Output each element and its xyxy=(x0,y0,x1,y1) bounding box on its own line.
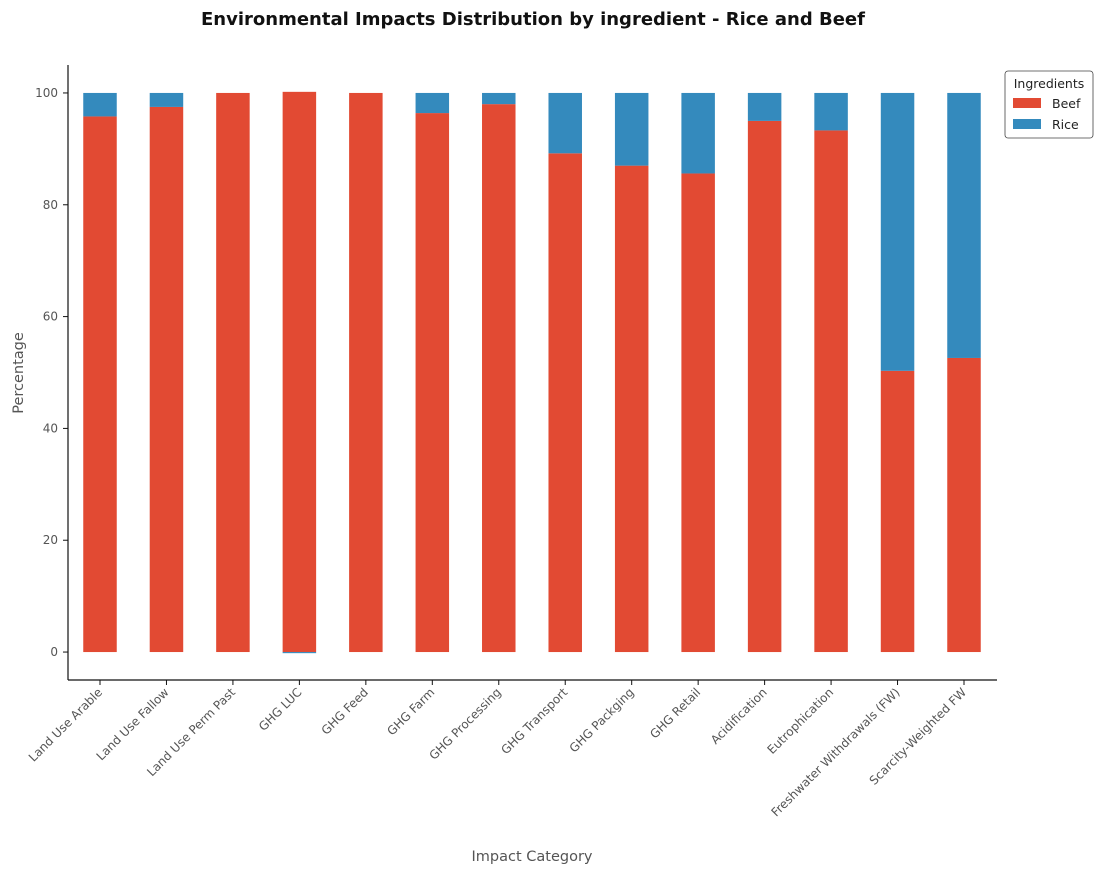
bar-rice-13 xyxy=(947,92,981,358)
x-tick-label: GHG Retail xyxy=(647,685,703,741)
y-tick-label: 80 xyxy=(43,198,58,212)
bar-beef-2 xyxy=(216,92,250,653)
bar-beef-5 xyxy=(415,113,450,653)
x-tick-label: GHG Transport xyxy=(498,685,570,757)
chart-title: Environmental Impacts Distribution by in… xyxy=(201,9,865,30)
legend-label-rice: Rice xyxy=(1052,117,1079,132)
bar-rice-1 xyxy=(149,92,184,107)
bar-beef-0 xyxy=(83,116,117,653)
plot-area xyxy=(83,91,981,654)
bar-beef-4 xyxy=(349,92,383,653)
y-tick-label: 100 xyxy=(35,86,58,100)
x-tick-label: GHG Farm xyxy=(384,685,437,738)
bar-rice-9 xyxy=(681,92,715,174)
bar-rice-8 xyxy=(614,92,649,166)
x-tick-label: Freshwater Withdrawals (FW) xyxy=(768,685,902,819)
bar-rice-5 xyxy=(415,92,450,114)
legend: Ingredients Beef Rice xyxy=(1004,70,1094,139)
bar-beef-1 xyxy=(149,106,184,653)
x-tick-label: GHG LUC xyxy=(256,685,305,734)
y-tick-label: 40 xyxy=(43,421,58,435)
bar-beef-3 xyxy=(282,91,317,653)
y-tick-label: 20 xyxy=(43,533,58,547)
bar-beef-12 xyxy=(880,370,915,653)
bar-rice-0 xyxy=(83,92,117,117)
x-tick-label: GHG Processing xyxy=(426,685,503,762)
bar-beef-13 xyxy=(947,357,981,653)
bar-rice-11 xyxy=(814,92,848,131)
y-ticks: 0 20 40 60 80 100 xyxy=(35,86,68,659)
x-tick-label: Eutrophication xyxy=(764,685,836,757)
x-tick-label: Acidification xyxy=(708,685,770,747)
legend-label-beef: Beef xyxy=(1052,96,1081,111)
bar-rice-3 xyxy=(282,652,317,654)
bar-beef-6 xyxy=(482,104,516,653)
bar-beef-8 xyxy=(614,165,649,653)
bar-rice-7 xyxy=(548,92,582,154)
bar-beef-7 xyxy=(548,153,582,653)
bar-rice-6 xyxy=(482,92,516,105)
x-axis-label: Impact Category xyxy=(472,849,593,865)
x-tick-label: GHG Feed xyxy=(319,685,371,737)
legend-swatch-rice xyxy=(1013,119,1041,129)
legend-swatch-beef xyxy=(1013,98,1041,108)
legend-items: Beef Rice xyxy=(1013,96,1081,132)
y-axis-label: Percentage xyxy=(11,332,27,414)
bar-beef-11 xyxy=(814,130,848,653)
legend-title: Ingredients xyxy=(1014,76,1085,91)
y-tick-label: 60 xyxy=(43,310,58,324)
bar-rice-10 xyxy=(747,92,782,121)
x-tick-label: GHG Packging xyxy=(567,685,637,755)
bar-beef-10 xyxy=(747,120,782,653)
y-tick-label: 0 xyxy=(50,645,58,659)
x-tick-label: Land Use Fallow xyxy=(94,685,172,763)
bar-beef-9 xyxy=(681,173,715,653)
bar-rice-12 xyxy=(880,92,915,371)
